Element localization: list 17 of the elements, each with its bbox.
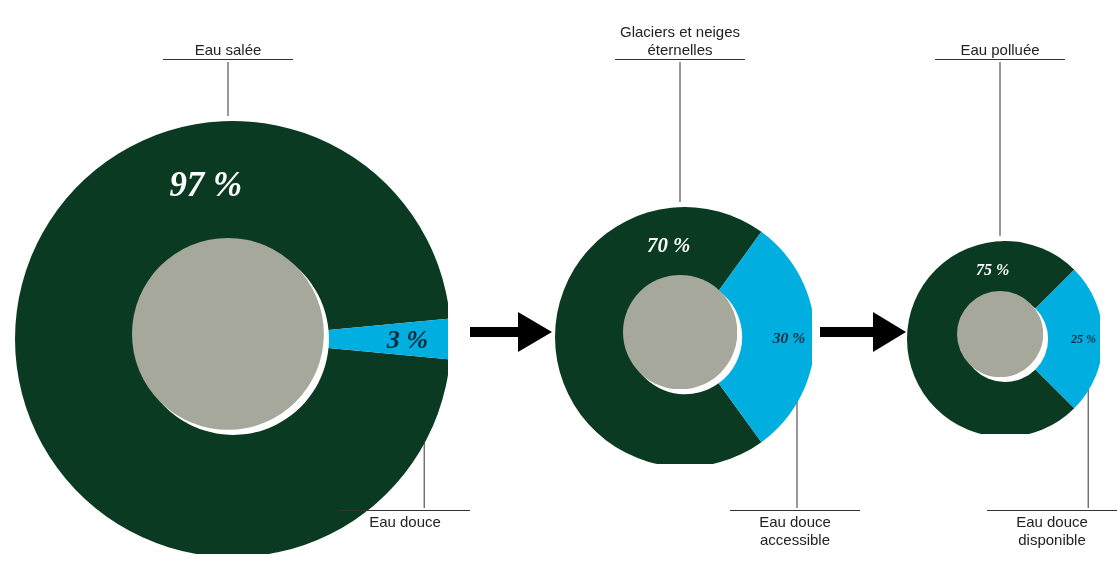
donut-slice: [15, 121, 448, 554]
data-label: 25 %: [1069, 332, 1096, 346]
slice-label: Eau douce: [369, 513, 441, 531]
slice-label: Eau douce disponible: [1015, 513, 1089, 549]
slice-label: Eau douce accessible: [758, 513, 832, 549]
donut-slice: [555, 207, 762, 464]
slice-label: Glaciers et neiges éternelles: [617, 23, 743, 59]
donut-slice: [1035, 269, 1100, 409]
data-label: 97 %: [169, 164, 243, 204]
donut-slice: [718, 231, 812, 443]
data-label: 30 %: [771, 328, 806, 346]
data-label: 70 %: [647, 233, 691, 257]
donut-slice: [328, 318, 448, 360]
slice-label: Eau polluée: [960, 41, 1040, 59]
data-label: 3 %: [385, 324, 429, 354]
slice-label: Eau salée: [194, 41, 262, 59]
data-label: 75 %: [976, 261, 1010, 279]
